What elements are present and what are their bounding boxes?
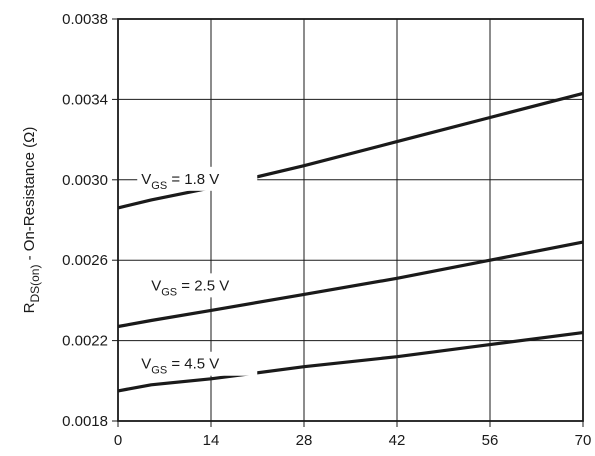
series-line-2 (117, 240, 584, 329)
series-label-1: VGS = 1.8 V (141, 171, 219, 192)
series-label-3: VGS = 4.5 V (141, 356, 219, 377)
x-tick-label: 28 (296, 432, 313, 449)
series-label-bg (137, 166, 258, 191)
x-tick-label: 14 (203, 432, 220, 449)
x-tick-label: 0 (114, 432, 122, 449)
y-axis-label: RDS(on) - On-Resistance (Ω) (21, 127, 42, 314)
series-label-2: VGS = 2.5 V (151, 277, 229, 298)
series-label-bg (147, 273, 268, 298)
y-tick-label: 0.0022 (62, 333, 108, 350)
y-tick-label: 0.0038 (62, 11, 108, 28)
x-tick-label: 42 (389, 432, 406, 449)
series-group (117, 91, 584, 393)
plot-frame (117, 18, 584, 422)
y-tick-label: 0.0018 (62, 413, 108, 430)
x-tick-label: 56 (482, 432, 499, 449)
y-tick-labels: 0.0018 0.0022 0.0026 0.0030 0.0034 0.0038 (62, 11, 108, 430)
y-tick-label: 0.0026 (62, 252, 108, 269)
series-line-1 (117, 91, 584, 210)
y-tick-label: 0.0030 (62, 172, 108, 189)
series-labels: VGS = 1.8 V VGS = 2.5 V VGS = 4.5 V (137, 166, 268, 377)
x-tick-labels: 0 14 28 42 56 70 (114, 432, 592, 449)
series-label-bg (137, 351, 258, 376)
series-line-3 (117, 331, 584, 393)
y-tick-label: 0.0034 (62, 91, 108, 108)
x-tick-label: 70 (575, 432, 592, 449)
axes (112, 18, 584, 427)
